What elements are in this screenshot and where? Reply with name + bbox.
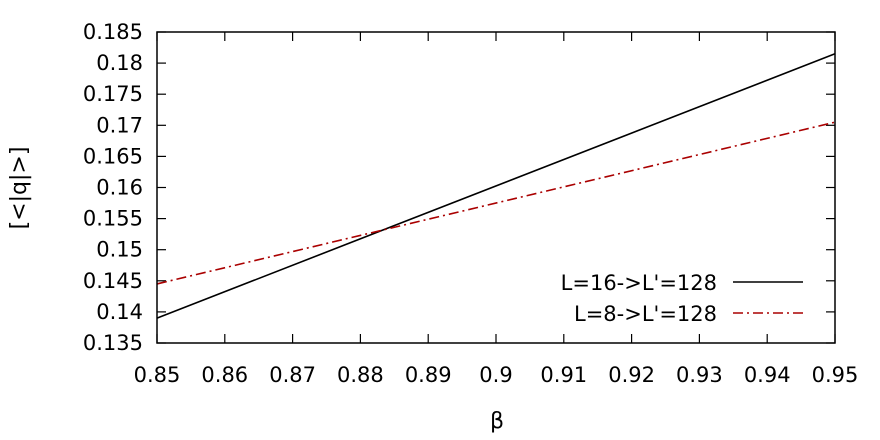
y-tick-label: 0.185 [83,20,143,44]
legend: L=16->L'=128 L=8->L'=128 [561,271,803,326]
y-tick-label: 0.135 [83,331,143,355]
ticks-layer: 0.85 0.86 0.87 0.88 0.89 0.9 0.91 0.92 0.93 0.94 0… [83,20,859,387]
y-tick-label: 0.175 [83,82,143,106]
y-axis-label: [<|q|>] [7,147,32,230]
x-tick-label: 0.95 [812,363,859,387]
x-tick-label: 0.86 [201,363,248,387]
y-tick-label: 0.17 [96,113,143,137]
x-tick-label: 0.91 [540,363,587,387]
y-tick-label: 0.165 [83,144,143,168]
series-layer [156,53,836,319]
x-axis-label: β [490,409,504,434]
legend-label-1: L=16->L'=128 [561,271,717,295]
x-tick-label: 0.89 [405,363,452,387]
x-tick-label: 0.94 [744,363,791,387]
legend-label-2: L=8->L'=128 [574,302,717,326]
x-tick-label: 0.87 [269,363,316,387]
y-tick-label: 0.155 [83,207,143,231]
x-tick-label: 0.85 [134,363,181,387]
y-tick-label: 0.18 [96,51,143,75]
y-tick-label: 0.145 [83,269,143,293]
series-line-1 [156,53,836,319]
plot-frame [156,31,836,344]
y-tick-label: 0.14 [96,300,143,324]
x-tick-label: 0.88 [337,363,384,387]
x-tick-label: 0.92 [608,363,655,387]
x-tick-label: 0.93 [676,363,723,387]
y-tick-label: 0.16 [96,176,143,200]
x-tick-label: 0.9 [479,363,512,387]
series-line-2 [156,121,836,285]
y-tick-label: 0.15 [96,238,143,262]
